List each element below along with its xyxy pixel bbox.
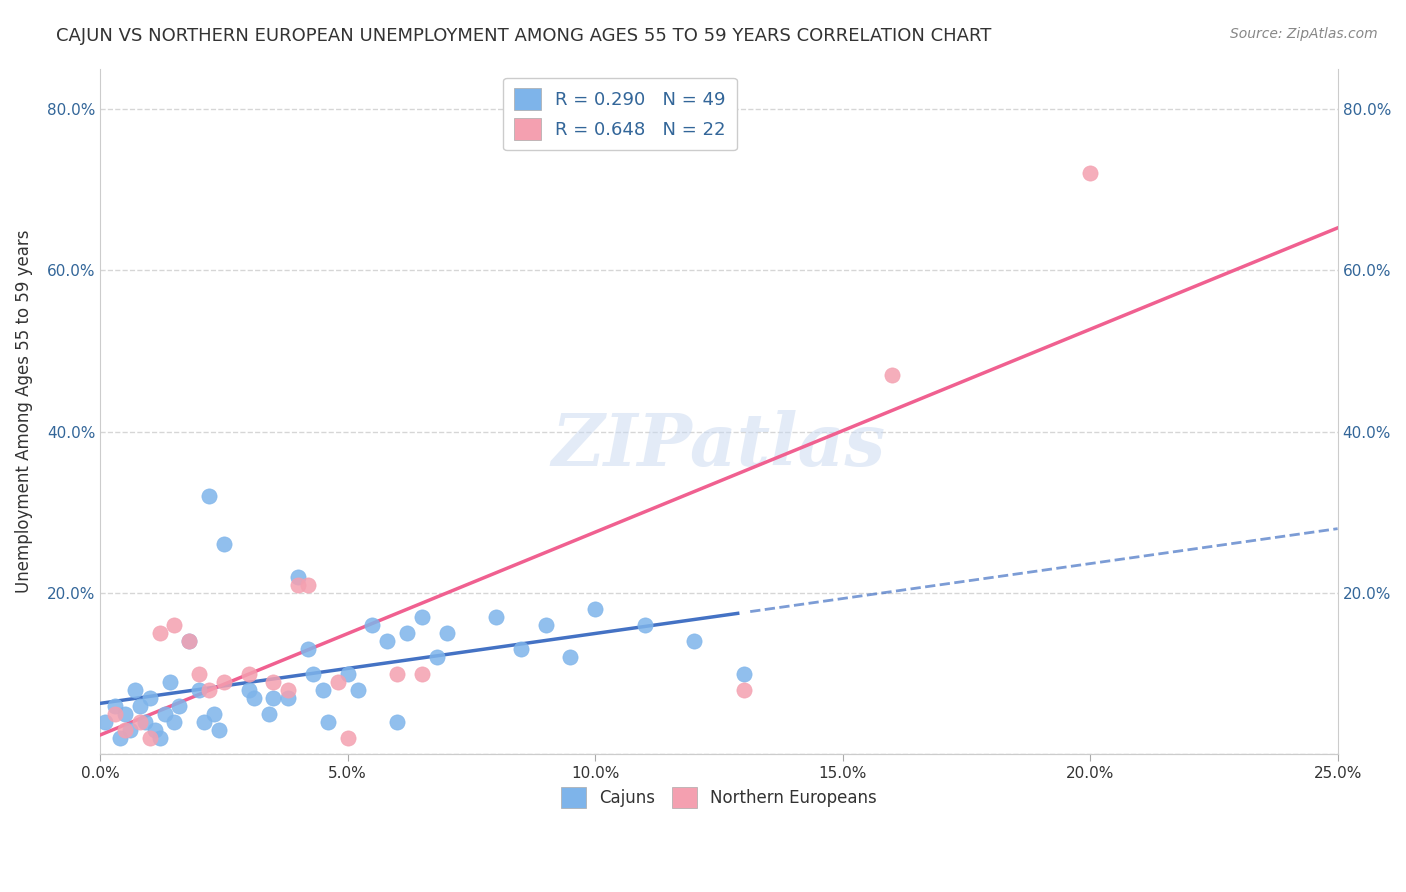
Point bbox=[208, 723, 231, 737]
Point bbox=[882, 368, 904, 382]
Point bbox=[104, 706, 127, 721]
Point bbox=[510, 642, 533, 657]
Point bbox=[387, 666, 409, 681]
Point bbox=[683, 634, 706, 648]
Point bbox=[1078, 166, 1101, 180]
Point bbox=[104, 698, 127, 713]
Point bbox=[179, 634, 201, 648]
Point bbox=[560, 650, 582, 665]
Point bbox=[411, 610, 433, 624]
Point bbox=[128, 714, 150, 729]
Point bbox=[114, 706, 136, 721]
Point bbox=[198, 682, 221, 697]
Point bbox=[238, 666, 260, 681]
Point bbox=[188, 682, 211, 697]
Point bbox=[361, 618, 384, 632]
Point bbox=[149, 731, 172, 745]
Point bbox=[534, 618, 557, 632]
Point bbox=[287, 578, 309, 592]
Point bbox=[634, 618, 657, 632]
Text: ZIPatlas: ZIPatlas bbox=[553, 410, 886, 481]
Point bbox=[387, 714, 409, 729]
Point bbox=[733, 666, 755, 681]
Point bbox=[297, 578, 319, 592]
Point bbox=[485, 610, 508, 624]
Point bbox=[163, 618, 186, 632]
Point bbox=[346, 682, 368, 697]
Point bbox=[124, 682, 146, 697]
Point bbox=[277, 682, 299, 697]
Point bbox=[263, 674, 285, 689]
Y-axis label: Unemployment Among Ages 55 to 59 years: Unemployment Among Ages 55 to 59 years bbox=[15, 229, 32, 593]
Point bbox=[153, 706, 176, 721]
Point bbox=[149, 626, 172, 640]
Point bbox=[212, 674, 235, 689]
Point bbox=[163, 714, 186, 729]
Point bbox=[733, 682, 755, 697]
Point bbox=[188, 666, 211, 681]
Point bbox=[143, 723, 166, 737]
Point bbox=[94, 714, 117, 729]
Text: CAJUN VS NORTHERN EUROPEAN UNEMPLOYMENT AMONG AGES 55 TO 59 YEARS CORRELATION CH: CAJUN VS NORTHERN EUROPEAN UNEMPLOYMENT … bbox=[56, 27, 991, 45]
Point bbox=[108, 731, 131, 745]
Point bbox=[114, 723, 136, 737]
Point bbox=[263, 690, 285, 705]
Point bbox=[583, 602, 606, 616]
Point bbox=[426, 650, 449, 665]
Point bbox=[238, 682, 260, 697]
Point bbox=[326, 674, 349, 689]
Point bbox=[396, 626, 419, 640]
Legend: Cajuns, Northern Europeans: Cajuns, Northern Europeans bbox=[554, 780, 883, 814]
Point bbox=[202, 706, 225, 721]
Point bbox=[336, 666, 359, 681]
Point bbox=[436, 626, 458, 640]
Text: Source: ZipAtlas.com: Source: ZipAtlas.com bbox=[1230, 27, 1378, 41]
Point bbox=[316, 714, 339, 729]
Point bbox=[242, 690, 264, 705]
Point bbox=[287, 570, 309, 584]
Point bbox=[312, 682, 335, 697]
Point bbox=[179, 634, 201, 648]
Point bbox=[336, 731, 359, 745]
Point bbox=[198, 489, 221, 503]
Point bbox=[257, 706, 280, 721]
Point bbox=[128, 698, 150, 713]
Point bbox=[277, 690, 299, 705]
Point bbox=[139, 690, 162, 705]
Point bbox=[134, 714, 156, 729]
Point bbox=[159, 674, 181, 689]
Point bbox=[118, 723, 141, 737]
Point bbox=[375, 634, 398, 648]
Point bbox=[302, 666, 325, 681]
Point bbox=[193, 714, 215, 729]
Point bbox=[411, 666, 433, 681]
Point bbox=[169, 698, 191, 713]
Point bbox=[139, 731, 162, 745]
Point bbox=[297, 642, 319, 657]
Point bbox=[212, 537, 235, 551]
